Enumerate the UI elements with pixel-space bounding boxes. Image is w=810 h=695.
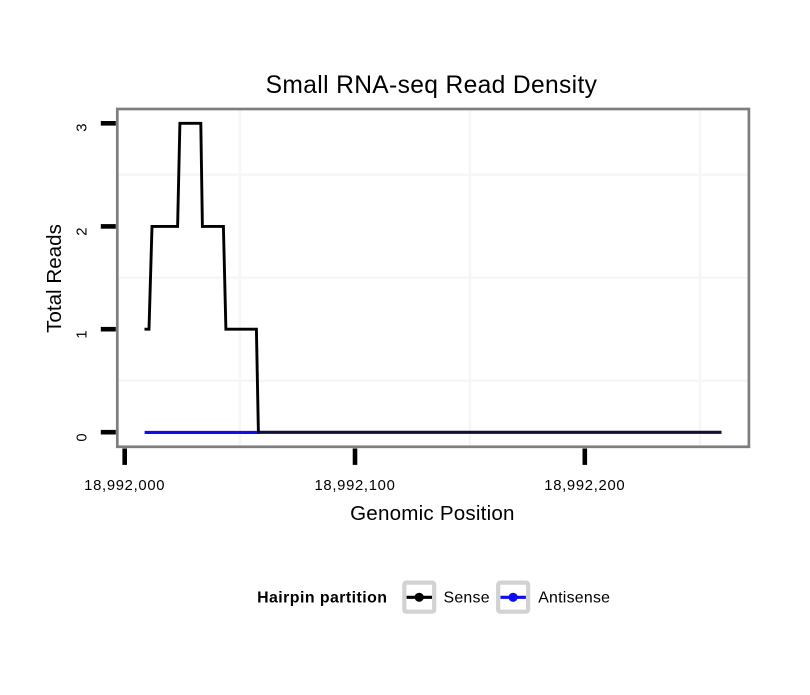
- svg-text:18,992,000: 18,992,000: [84, 478, 165, 494]
- svg-text:3: 3: [75, 123, 91, 131]
- svg-text:Total Reads: Total Reads: [43, 224, 66, 333]
- svg-text:1: 1: [75, 330, 91, 338]
- svg-text:2: 2: [75, 227, 91, 235]
- svg-text:Genomic Position: Genomic Position: [350, 502, 515, 525]
- svg-text:18,992,100: 18,992,100: [314, 478, 395, 494]
- svg-text:Small RNA-seq Read Density: Small RNA-seq Read Density: [266, 72, 598, 99]
- svg-text:Antisense: Antisense: [538, 589, 610, 606]
- svg-text:Sense: Sense: [444, 590, 490, 607]
- svg-text:Hairpin partition: Hairpin partition: [257, 590, 387, 607]
- svg-text:0: 0: [75, 433, 91, 441]
- svg-text:18,992,200: 18,992,200: [544, 478, 625, 494]
